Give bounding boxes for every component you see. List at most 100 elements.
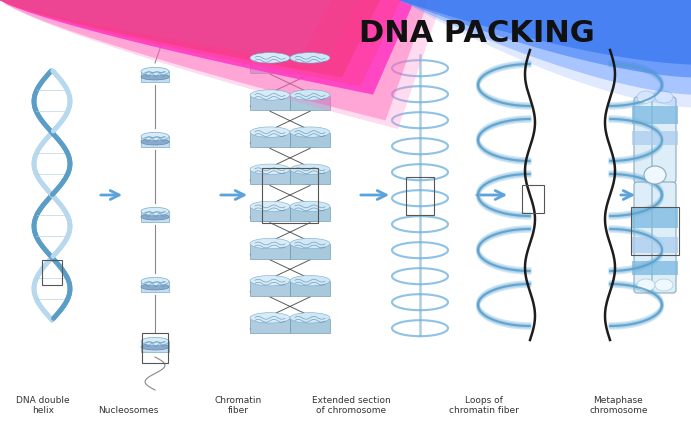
Ellipse shape <box>250 313 290 323</box>
Ellipse shape <box>141 207 169 215</box>
Bar <box>250 207 290 221</box>
Ellipse shape <box>141 68 169 75</box>
Ellipse shape <box>141 138 169 145</box>
Bar <box>141 281 169 292</box>
Bar <box>141 212 169 222</box>
Ellipse shape <box>250 52 290 63</box>
Bar <box>141 136 169 147</box>
Bar <box>141 71 169 82</box>
Text: Loops of
chromatin fiber: Loops of chromatin fiber <box>448 396 519 415</box>
Bar <box>290 319 330 333</box>
Polygon shape <box>0 0 401 86</box>
Bar <box>632 237 678 253</box>
Bar <box>142 333 168 363</box>
Bar <box>250 95 290 110</box>
Ellipse shape <box>655 279 673 291</box>
Bar <box>250 133 290 147</box>
Ellipse shape <box>250 201 290 212</box>
Bar <box>290 281 330 296</box>
Text: DNA double
helix: DNA double helix <box>16 396 70 415</box>
Ellipse shape <box>141 344 169 350</box>
Text: Extended section
of chromosome: Extended section of chromosome <box>312 396 390 415</box>
Ellipse shape <box>141 338 169 345</box>
Ellipse shape <box>250 102 290 110</box>
Ellipse shape <box>290 65 330 73</box>
Bar <box>632 131 678 145</box>
Ellipse shape <box>290 238 330 249</box>
Bar <box>632 106 678 124</box>
Ellipse shape <box>290 52 330 63</box>
Ellipse shape <box>141 74 169 80</box>
Polygon shape <box>0 0 428 120</box>
Ellipse shape <box>290 214 330 221</box>
Ellipse shape <box>290 288 330 296</box>
Bar <box>631 207 679 255</box>
Ellipse shape <box>250 65 290 73</box>
Ellipse shape <box>250 164 290 175</box>
Ellipse shape <box>637 91 655 103</box>
Bar <box>262 168 318 223</box>
Bar <box>250 244 290 258</box>
Ellipse shape <box>290 313 330 323</box>
FancyBboxPatch shape <box>634 182 658 293</box>
Bar <box>290 58 330 73</box>
Ellipse shape <box>637 279 655 291</box>
Ellipse shape <box>141 132 169 141</box>
Ellipse shape <box>250 251 290 258</box>
FancyBboxPatch shape <box>652 97 676 183</box>
Ellipse shape <box>250 276 290 286</box>
Ellipse shape <box>250 139 290 147</box>
Polygon shape <box>0 0 359 69</box>
Bar <box>250 58 290 73</box>
Text: Nucleosomes: Nucleosomes <box>97 406 158 415</box>
Polygon shape <box>0 0 380 77</box>
Polygon shape <box>0 0 332 60</box>
Bar <box>290 170 330 184</box>
Polygon shape <box>0 0 415 95</box>
FancyBboxPatch shape <box>652 182 676 293</box>
Bar <box>632 208 678 228</box>
Bar <box>522 185 544 213</box>
Ellipse shape <box>250 288 290 296</box>
Polygon shape <box>380 0 691 77</box>
Ellipse shape <box>141 214 169 220</box>
Bar <box>632 261 678 275</box>
Polygon shape <box>380 0 691 108</box>
Text: DNA PACKING: DNA PACKING <box>359 19 595 48</box>
Ellipse shape <box>250 214 290 221</box>
Bar <box>290 207 330 221</box>
Text: Chromatin
fiber: Chromatin fiber <box>215 396 262 415</box>
Bar <box>42 260 62 285</box>
Ellipse shape <box>290 251 330 258</box>
Polygon shape <box>0 0 442 129</box>
Ellipse shape <box>644 166 666 184</box>
Ellipse shape <box>290 325 330 333</box>
Bar <box>406 177 434 215</box>
Ellipse shape <box>290 176 330 184</box>
Bar <box>141 341 169 352</box>
Ellipse shape <box>250 238 290 249</box>
Ellipse shape <box>250 325 290 333</box>
FancyBboxPatch shape <box>634 97 658 183</box>
Ellipse shape <box>290 164 330 175</box>
Bar <box>250 319 290 333</box>
Bar <box>250 170 290 184</box>
Ellipse shape <box>250 127 290 137</box>
Ellipse shape <box>290 102 330 110</box>
Ellipse shape <box>290 90 330 100</box>
Bar <box>290 95 330 110</box>
Bar <box>290 244 330 258</box>
Bar <box>290 133 330 147</box>
Bar <box>250 281 290 296</box>
Ellipse shape <box>141 277 169 286</box>
Ellipse shape <box>141 284 169 290</box>
Ellipse shape <box>290 139 330 147</box>
Ellipse shape <box>290 127 330 137</box>
Text: Metaphase
chromosome: Metaphase chromosome <box>589 396 647 415</box>
Ellipse shape <box>655 91 673 103</box>
Ellipse shape <box>290 201 330 212</box>
Ellipse shape <box>290 276 330 286</box>
Ellipse shape <box>250 176 290 184</box>
Polygon shape <box>380 0 691 64</box>
Ellipse shape <box>250 90 290 100</box>
